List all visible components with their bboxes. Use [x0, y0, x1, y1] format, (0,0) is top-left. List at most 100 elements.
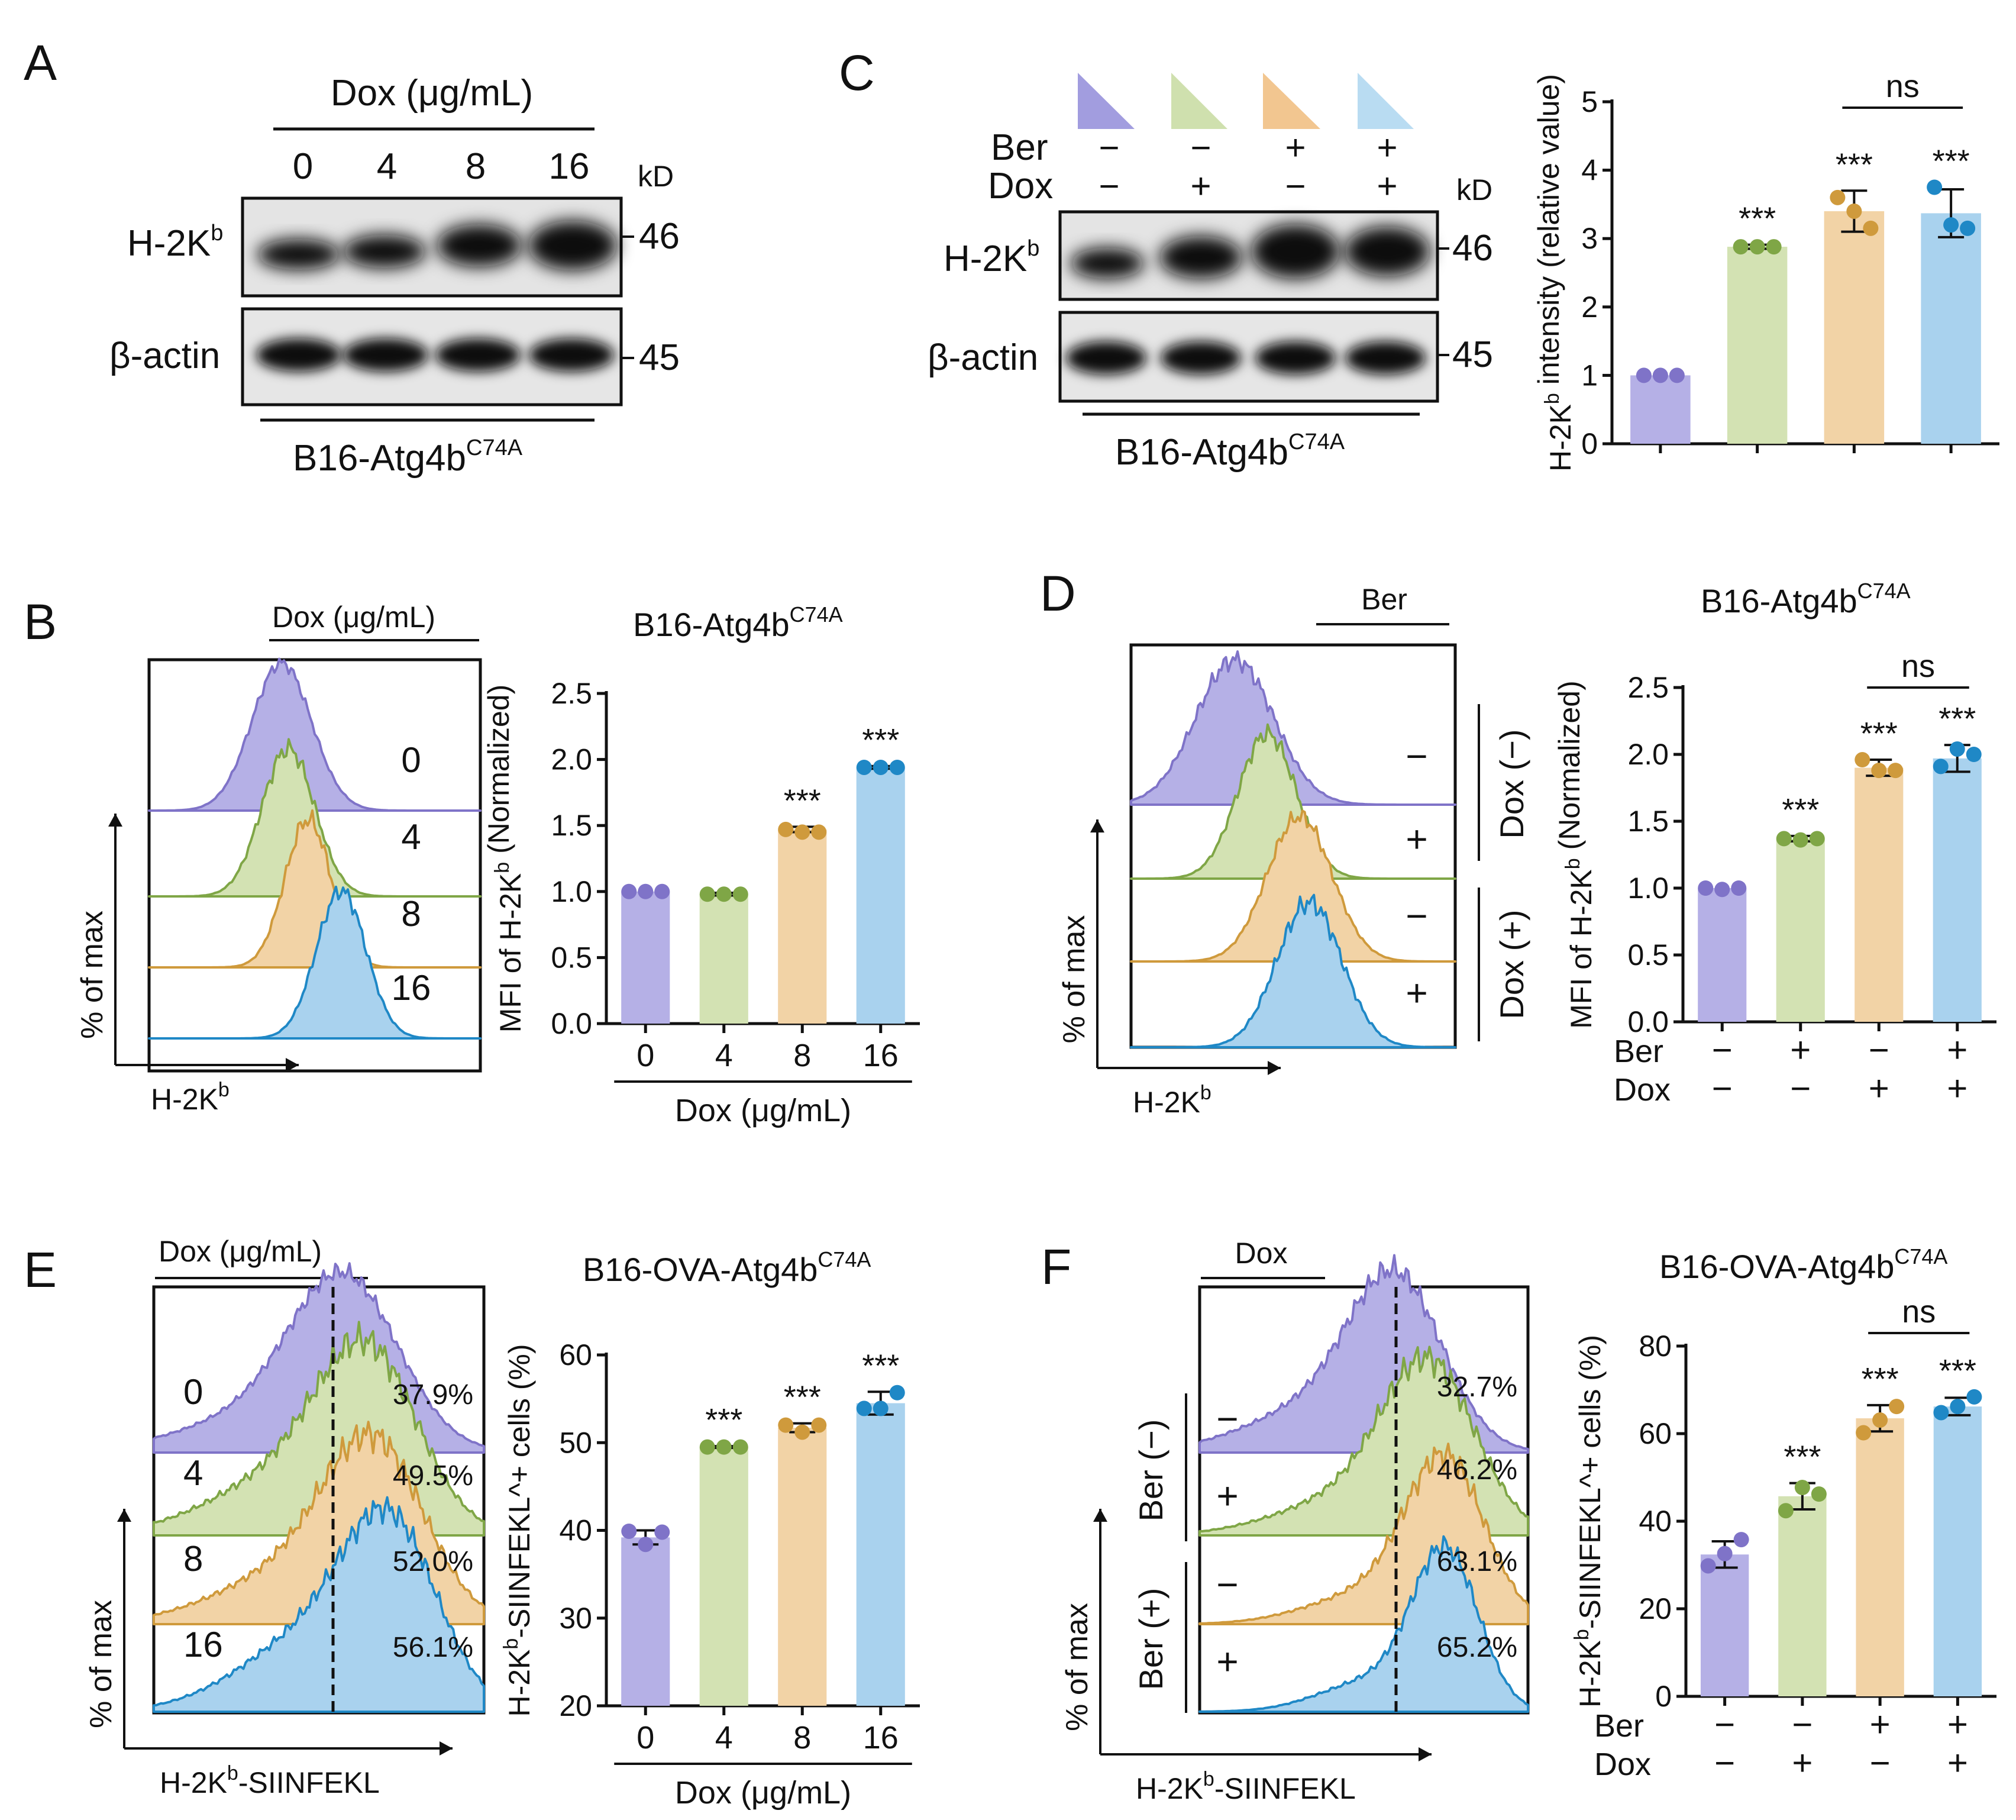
- e-xtick-1: 4: [715, 1720, 733, 1756]
- b-sig-2: ***: [784, 783, 821, 818]
- c-cond-dox-3: +: [1377, 166, 1397, 206]
- c-sig-1: ***: [1739, 201, 1776, 237]
- c-cond-ber-3: +: [1377, 128, 1397, 167]
- d-ns: ns: [1901, 648, 1935, 684]
- b-point-3-1: [873, 759, 889, 775]
- f-cond-0-2: +: [1870, 1705, 1891, 1744]
- b-point-1-1: [716, 886, 732, 902]
- e-pct-2: 52.0%: [393, 1546, 473, 1577]
- d-bar-2: [1855, 767, 1904, 1022]
- d-point-0-1: [1714, 882, 1730, 898]
- a-header: Dox (μg/mL): [331, 73, 533, 114]
- b-hist-label-0: 0: [401, 740, 421, 780]
- d-ytick-4: 2.0: [1627, 738, 1669, 771]
- d-ytick-3: 1.5: [1627, 805, 1669, 838]
- f-cond-0-0: −: [1714, 1705, 1735, 1744]
- d-point-2-0: [1855, 752, 1870, 768]
- f-point-3-0: [1933, 1405, 1949, 1421]
- d-bar-0: [1698, 888, 1747, 1022]
- b-point-1-0: [699, 886, 715, 902]
- d-cond-0-0: −: [1712, 1030, 1733, 1070]
- e-bar-chart: 2030405060*********B16-OVA-Atg4bC74AH-2K…: [500, 1247, 920, 1811]
- d-ytick-0: 0.0: [1627, 1005, 1669, 1038]
- d-cond-1-1: −: [1790, 1069, 1811, 1108]
- c-ytick-2: 2: [1581, 291, 1598, 324]
- b-hist-curve-2: [148, 809, 482, 969]
- c-bar-3: [1921, 213, 1981, 444]
- d-point-1-2: [1809, 831, 1825, 847]
- e-point-0-0: [621, 1523, 637, 1539]
- b-xtick-2: 8: [793, 1038, 811, 1073]
- b-hist-curve-0: [148, 657, 482, 812]
- b-hist-label-3: 16: [392, 968, 431, 1008]
- d-ytick-5: 2.5: [1627, 671, 1669, 704]
- c-bar-1: [1727, 247, 1788, 444]
- f-hist-curve-0: [1198, 1254, 1529, 1454]
- f-sig-3: ***: [1939, 1353, 1976, 1389]
- b-point-1-2: [732, 886, 748, 902]
- c-cond-ber-2: +: [1285, 128, 1306, 167]
- f-point-1-1: [1794, 1480, 1810, 1496]
- c-bar-0: [1630, 375, 1691, 444]
- d-hist-curve-3: [1130, 893, 1456, 1048]
- panel-letter-f: F: [1041, 1239, 1071, 1295]
- d-sig-1: ***: [1782, 792, 1819, 828]
- c-bands-h2kb: [1071, 224, 1430, 279]
- f-histogram: % of max H-2Kb-SIINFEKL − + − +32.7% 46.2% 63.1…: [1060, 1254, 1530, 1805]
- b-bar-0: [621, 891, 670, 1024]
- b-hist-curve-1: [148, 738, 482, 898]
- f-sign-3: +: [1216, 1640, 1238, 1683]
- f-x-label: H-2Kb-SIINFEKL: [1136, 1768, 1356, 1805]
- e-ytick-0: 20: [559, 1689, 592, 1722]
- b-ytick-5: 2.5: [551, 677, 592, 710]
- e-hist-label-2: 8: [183, 1539, 203, 1579]
- f-sign-2: −: [1216, 1563, 1238, 1606]
- b-bar-2: [778, 829, 827, 1024]
- f-point-1-2: [1811, 1486, 1827, 1502]
- e-bar-1: [699, 1447, 748, 1706]
- a-lane-2: 8: [466, 146, 486, 187]
- f-point-1-0: [1778, 1503, 1794, 1519]
- f-point-0-0: [1700, 1558, 1716, 1574]
- c-point-3-1: [1943, 217, 1959, 233]
- f-pct-0: 32.7%: [1437, 1372, 1517, 1403]
- b-x-label: H-2Kb: [151, 1079, 230, 1116]
- d-ylabel: MFI of H-2Kb (Normalized): [1553, 680, 1598, 1028]
- e-sig-1: ***: [705, 1402, 742, 1438]
- e-hist-label-0: 0: [183, 1372, 203, 1412]
- b-hist-curve-3: [148, 885, 482, 1040]
- b-ylabel: MFI of H-2Kb (Normalized): [482, 685, 527, 1032]
- d-cond-0-3: +: [1947, 1030, 1967, 1070]
- b-hist-frame: [147, 658, 482, 1073]
- c-ytick-3: 3: [1581, 222, 1598, 255]
- d-histogram: % of max H-2Kb − + − + Dox (−) Dox (+): [1057, 643, 1530, 1119]
- f-bar-0: [1700, 1554, 1749, 1696]
- b-point-0-2: [654, 883, 670, 899]
- f-point-3-2: [1966, 1389, 1982, 1405]
- c-ytick-1: 1: [1581, 359, 1598, 392]
- a-kd-label: kD: [638, 160, 674, 193]
- d-title: B16-Atg4bC74A: [1701, 579, 1911, 619]
- b-bar-3: [856, 767, 905, 1024]
- b-histogram: % of max H-2Kb 0 4 8 16: [75, 657, 482, 1116]
- e-point-1-0: [699, 1439, 715, 1455]
- a-bands-actin: [256, 338, 614, 372]
- panel-letter-e: E: [24, 1242, 57, 1298]
- c-triangle-1: [1078, 73, 1135, 129]
- c-sig-2: ***: [1836, 147, 1873, 182]
- d-sign-0: −: [1406, 735, 1427, 777]
- f-cond-label-1: Dox: [1594, 1747, 1651, 1782]
- e-ytick-2: 40: [559, 1514, 592, 1547]
- d-bar-chart: 0.00.51.01.52.02.5****** ***nsB16-Atg4bC7…: [1553, 579, 1996, 1108]
- d-point-0-2: [1731, 880, 1747, 896]
- d-sig-2: ***: [1860, 716, 1898, 751]
- f-group-0: Ber (−): [1132, 1419, 1169, 1522]
- e-point-3-0: [856, 1401, 872, 1416]
- e-point-2-0: [778, 1417, 794, 1433]
- b-ytick-1: 0.5: [551, 941, 592, 974]
- b-xlabel: Dox (μg/mL): [675, 1093, 851, 1128]
- c-mw-46: 46: [1452, 228, 1493, 269]
- b-point-0-0: [621, 883, 637, 899]
- d-point-2-1: [1871, 763, 1887, 779]
